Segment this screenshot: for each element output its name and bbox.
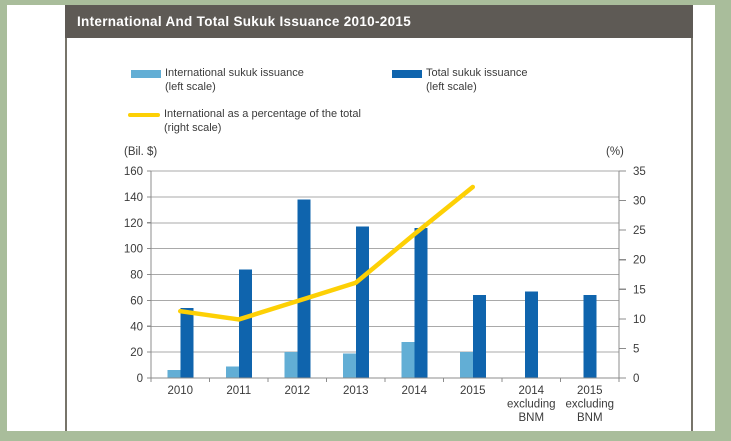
svg-text:10: 10: [633, 314, 646, 326]
svg-text:2015: 2015: [460, 385, 486, 397]
chart-title: International And Total Sukuk Issuance 2…: [77, 14, 412, 29]
svg-text:80: 80: [130, 270, 143, 282]
left-axis-unit-label: (Bil. $): [124, 146, 158, 158]
svg-text:30: 30: [633, 196, 646, 208]
svg-text:15: 15: [633, 284, 646, 296]
legend-label-total: Total sukuk issuance (left scale): [426, 67, 528, 93]
chart-panel: 0 20 40 60 80 100 120 140 160 0 5 10 15 20 25 30 35 2010 2…: [65, 5, 693, 431]
svg-text:2014: 2014: [401, 385, 427, 397]
svg-text:20: 20: [130, 347, 143, 359]
svg-text:40: 40: [130, 321, 143, 333]
legend-swatch-percentage-line: [128, 113, 160, 117]
legend-item-percentage: International as a percentage of the tot…: [128, 108, 361, 135]
svg-text:160: 160: [124, 166, 143, 178]
svg-text:0: 0: [633, 373, 639, 385]
legend-swatch-international: [131, 70, 161, 78]
svg-text:20: 20: [633, 255, 646, 267]
svg-text:2011: 2011: [226, 385, 251, 397]
legend-item-total: Total sukuk issuance (left scale): [392, 67, 528, 94]
svg-text:2012: 2012: [284, 385, 310, 397]
svg-text:120: 120: [124, 218, 143, 230]
svg-text:2010: 2010: [167, 385, 193, 397]
chart-title-bar: International And Total Sukuk Issuance 2…: [65, 5, 693, 38]
right-axis-unit-label: (%): [606, 146, 624, 158]
svg-text:60: 60: [130, 295, 143, 307]
svg-text:5: 5: [633, 343, 639, 355]
svg-text:25: 25: [633, 225, 646, 237]
svg-text:35: 35: [633, 166, 646, 178]
svg-text:2013: 2013: [343, 385, 369, 397]
legend-swatch-total: [392, 70, 422, 78]
svg-text:0: 0: [137, 373, 143, 385]
sukuk-chart-plot: 0 20 40 60 80 100 120 140 160 0 5 10 15 20 25 30 35 2010 2…: [124, 166, 646, 424]
svg-text:140: 140: [124, 192, 143, 204]
page-background: 0 20 40 60 80 100 120 140 160 0 5 10 15 20 25 30 35 2010 2…: [7, 5, 715, 431]
legend-label-percentage: International as a percentage of the tot…: [164, 108, 361, 134]
svg-text:100: 100: [124, 244, 143, 256]
legend-label-international: International sukuk issuance (left scale…: [165, 67, 304, 93]
legend-item-international: International sukuk issuance (left scale…: [131, 67, 304, 94]
